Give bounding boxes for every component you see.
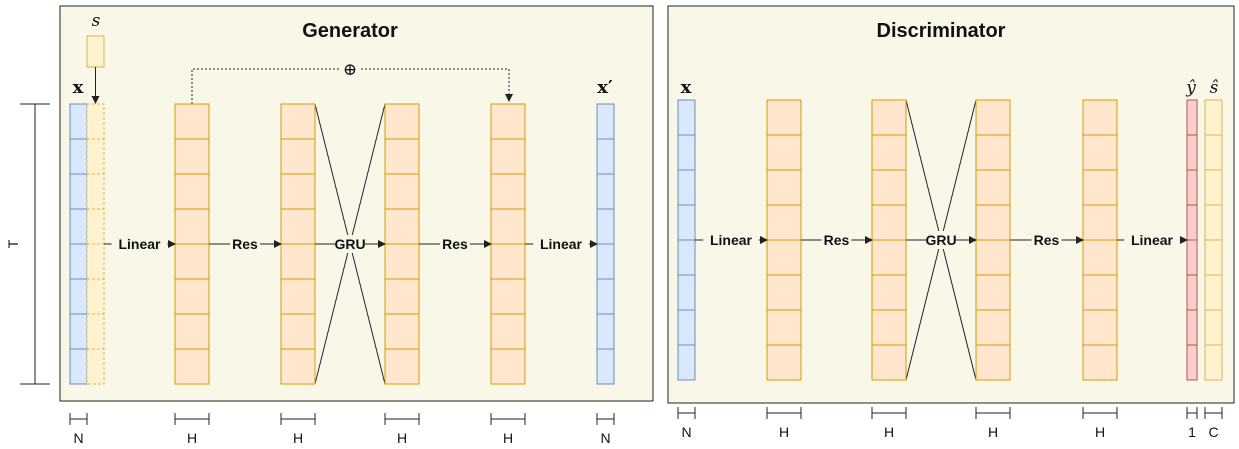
generator-panel: Generator T x s x′ ⊕ Linear Res GRU Res Line…: [5, 5, 654, 446]
dim-label: H: [293, 430, 303, 446]
dim-label: N: [681, 424, 691, 440]
discriminator-dim-2: H: [871, 407, 907, 440]
generator-dim-3: H: [384, 413, 420, 446]
generator-hidden-column: [490, 103, 526, 385]
discriminator-op-4: Linear: [1117, 231, 1188, 249]
style-label: s: [92, 11, 101, 31]
skip-add-symbol: ⊕: [343, 60, 357, 80]
discriminator-input-column: [677, 99, 696, 381]
discriminator-hidden-column: [766, 99, 802, 381]
op-label: Linear: [710, 232, 753, 248]
discriminator-hidden-column: [1082, 99, 1118, 381]
generator-output-column: [596, 103, 615, 385]
generator-dim-5: N: [596, 413, 615, 446]
dim-label: H: [503, 430, 513, 446]
time-dimension-bracket: T: [5, 103, 50, 385]
discriminator-op-2: GRU: [906, 231, 977, 249]
adversarial-output-column: [1186, 99, 1198, 381]
dim-label: H: [988, 424, 998, 440]
discriminator-op-1: Res: [801, 231, 873, 249]
dim-label: H: [779, 424, 789, 440]
op-label: Linear: [540, 236, 583, 252]
op-label: Res: [824, 232, 850, 248]
generator-hidden-column: [384, 103, 420, 385]
generator-op-3: Res: [419, 235, 492, 253]
generator-dim-4: H: [490, 413, 526, 446]
generator-hidden-column: [280, 103, 316, 385]
style-output-column: [1204, 99, 1223, 381]
discriminator-op-0: Linear: [695, 231, 768, 249]
discriminator-panel: Discriminator x ŷ ŝ Linear Res GRU Res Linea…: [667, 5, 1235, 440]
discriminator-dim-3: H: [975, 407, 1011, 440]
discriminator-dim-6: C: [1204, 407, 1223, 440]
skip-connection: ⊕: [191, 58, 513, 104]
op-label: Res: [1034, 232, 1060, 248]
discriminator-dim-4: H: [1082, 407, 1118, 440]
op-label: GRU: [334, 236, 365, 252]
dim-label: C: [1208, 424, 1218, 440]
style-vector: [86, 35, 105, 68]
dim-label: H: [397, 430, 407, 446]
dim-label: N: [73, 430, 83, 446]
dim-label: H: [1095, 424, 1105, 440]
dim-label: H: [187, 430, 197, 446]
generator-input-column: [69, 103, 88, 385]
discriminator-dim-0: N: [677, 407, 696, 440]
discriminator-dim-5: 1: [1186, 407, 1198, 440]
discriminator-input-label: x: [681, 77, 692, 98]
op-label: Linear: [118, 236, 161, 252]
dim-label: 1: [1188, 424, 1196, 440]
generator-dim-2: H: [280, 413, 316, 446]
generator-op-0: Linear: [104, 235, 176, 253]
discriminator-hidden-column: [975, 99, 1011, 381]
op-label: Res: [232, 236, 258, 252]
adversarial-output-label: ŷ: [1185, 78, 1196, 98]
op-label: GRU: [925, 232, 956, 248]
generator-title: Generator: [302, 20, 398, 42]
generator-style-broadcast-column: [86, 103, 105, 385]
discriminator-op-3: Res: [1010, 231, 1084, 249]
generator-input-label: x: [73, 77, 84, 98]
dim-label: H: [884, 424, 894, 440]
style-output-label: ŝ: [1210, 78, 1219, 98]
op-label: Res: [442, 236, 468, 252]
time-label: T: [5, 239, 21, 248]
generator-dim-0: N: [69, 413, 88, 446]
generator-hidden-column: [174, 103, 210, 385]
discriminator-title: Discriminator: [877, 20, 1006, 42]
discriminator-hidden-column: [871, 99, 907, 381]
generator-output-label: x′: [597, 77, 613, 98]
generator-dim-1: H: [174, 413, 210, 446]
op-label: Linear: [1131, 232, 1174, 248]
generator-op-4: Linear: [525, 235, 598, 253]
dim-label: N: [600, 430, 610, 446]
generator-op-2: GRU: [315, 235, 386, 253]
generator-op-1: Res: [209, 235, 282, 253]
discriminator-dim-1: H: [766, 407, 802, 440]
